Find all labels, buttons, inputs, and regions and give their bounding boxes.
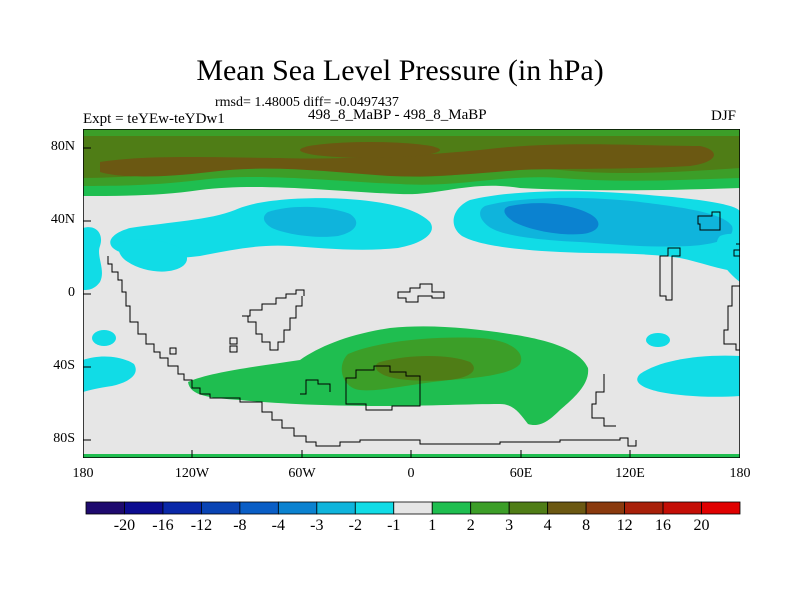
colorbar-swatch — [239, 501, 279, 515]
colorbar-label: 3 — [505, 517, 514, 534]
x-tick-label: 120W — [174, 466, 210, 481]
colorbar-label: 20 — [693, 517, 710, 534]
colorbar-swatch — [431, 501, 472, 515]
coastline-south-america-east — [242, 296, 303, 351]
coastline-east-continent — [659, 247, 681, 301]
colorbar-label: -1 — [387, 517, 401, 534]
chart-title: Mean Sea Level Pressure (in hPa) — [196, 54, 604, 87]
colorbar-swatch — [354, 501, 395, 515]
region-north-america-negative — [118, 239, 188, 272]
region-north-pacific-negative-3 — [263, 206, 357, 237]
x-tick-label: 180 — [72, 466, 94, 481]
colorbar-label: -16 — [152, 517, 174, 534]
region-east-pacific-negative — [83, 227, 102, 290]
coastline-island-3 — [169, 347, 177, 355]
colorbar-swatch — [393, 501, 433, 515]
colorbar-swatch — [701, 501, 741, 515]
x-tick-label: 180 — [729, 466, 751, 481]
colorbar-swatch — [162, 501, 202, 515]
coastlines — [107, 211, 740, 447]
region-southeast-negative — [637, 355, 740, 397]
y-tick-label: 80S — [53, 431, 75, 446]
stats-line: rmsd= 1.48005 diff= -0.0497437 — [215, 95, 399, 110]
region-southwest-negative — [83, 356, 136, 392]
x-tick-label: 60W — [288, 466, 316, 481]
colorbar-swatch — [124, 501, 164, 515]
colorbar-swatch — [470, 501, 510, 515]
colorbar-label: -3 — [310, 517, 324, 534]
season-label: DJF — [711, 108, 737, 124]
colorbar-label: -20 — [113, 517, 136, 534]
x-tick-label: 60E — [509, 466, 533, 481]
region-north-pacific-negative-2 — [110, 198, 432, 259]
colorbar-swatch — [662, 501, 702, 515]
y-tick-label: 40S — [53, 358, 75, 373]
y-tick-label: 0 — [68, 285, 75, 300]
colorbar-swatch — [624, 501, 664, 515]
colorbar-label: 8 — [582, 517, 591, 534]
colorbar-label: 1 — [428, 517, 437, 534]
colorbar-swatch — [277, 501, 318, 515]
colorbar-swatch — [85, 501, 125, 515]
colorbar-label: -4 — [271, 517, 285, 534]
map-plot-area — [83, 129, 740, 458]
region-east-small-negative — [646, 333, 670, 347]
colorbar — [85, 501, 741, 515]
colorbar-label: -2 — [348, 517, 362, 534]
coastline-equatorial-island — [397, 283, 445, 303]
region-north-positive-8-cap — [300, 142, 440, 158]
region-north-positive-8 — [100, 144, 714, 177]
coastline-africa-box — [345, 365, 421, 411]
coastline-africa-south — [300, 379, 331, 395]
colorbar-label: 2 — [466, 517, 475, 534]
dataset-label: 498_8_MaBP - 498_8_MaBP — [308, 107, 487, 123]
x-tick-label: 0 — [407, 466, 415, 481]
region-southern-positive-4 — [375, 356, 474, 381]
region-north-asia-negative-4 — [504, 203, 599, 235]
colorbar-swatch — [316, 501, 356, 515]
coastline-atlantic-island-2 — [229, 345, 238, 353]
colorbar-label: -8 — [233, 517, 247, 534]
x-tick-label: 120E — [615, 466, 645, 481]
colorbar-label: 12 — [616, 517, 633, 534]
colorbar-label: -12 — [190, 517, 213, 534]
region-west-coast-negative — [716, 233, 740, 282]
y-tick-label: 40N — [50, 212, 75, 227]
coastline-caribbean — [242, 289, 305, 317]
colorbar-swatch — [508, 501, 549, 515]
coastline-west-pacific — [723, 285, 740, 351]
colorbar-swatch — [585, 501, 625, 515]
colorbar-label: 4 — [543, 517, 552, 534]
coastline-south-east — [591, 374, 616, 427]
axis-ticks — [83, 147, 631, 458]
coastline-atlantic-island-1 — [229, 337, 238, 345]
y-tick-label: 80N — [50, 139, 75, 154]
colorbar-label: 16 — [655, 517, 672, 534]
coastline-americas — [107, 256, 637, 447]
colorbar-swatch — [547, 501, 587, 515]
coastline-northeast — [697, 211, 721, 231]
experiment-label: Expt = teYEw-teYDw1 — [83, 111, 225, 127]
colorbar-swatch — [201, 501, 241, 515]
region-south-pacific-small-negative — [92, 330, 116, 346]
